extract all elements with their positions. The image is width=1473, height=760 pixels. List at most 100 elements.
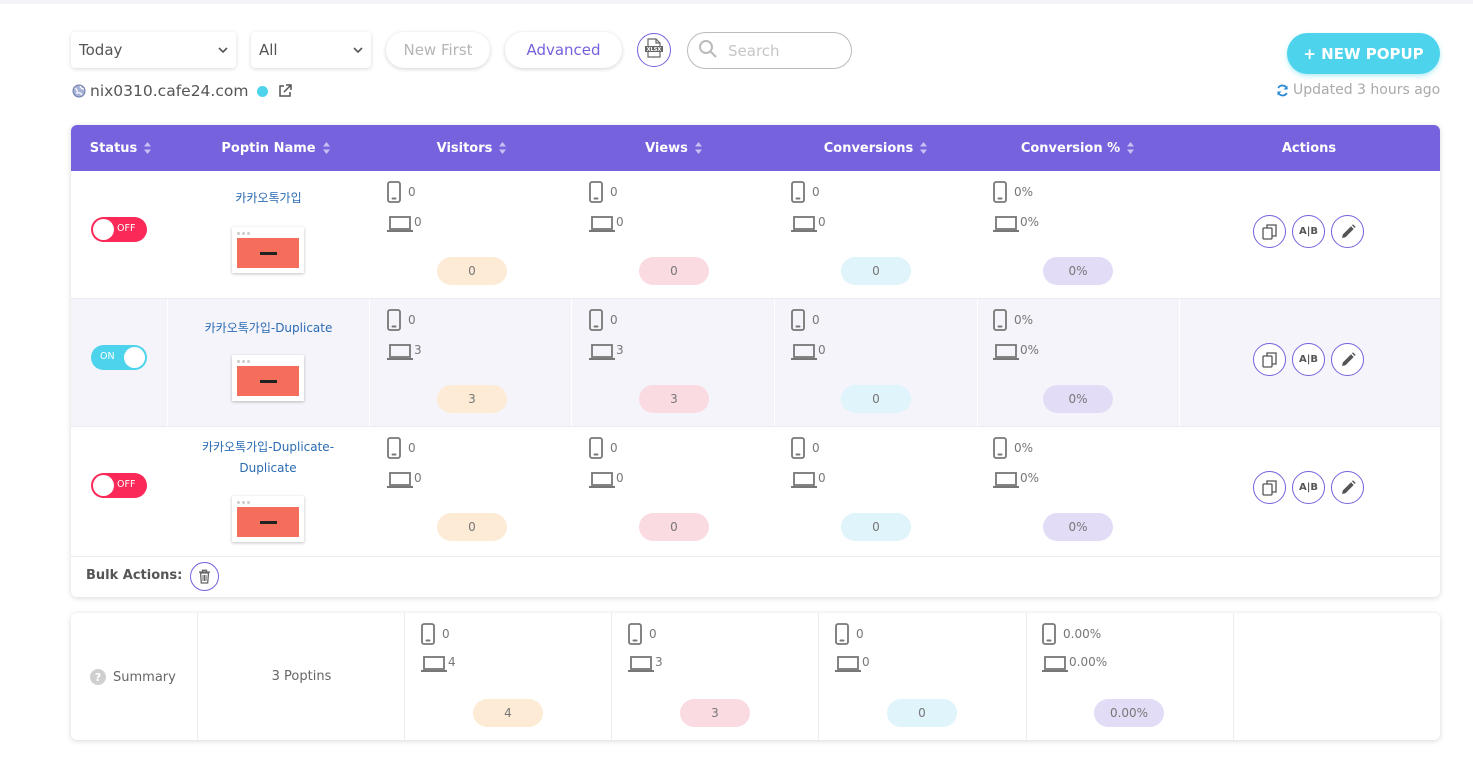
conversion-pct-total-badge: 0.00% [1094,699,1164,727]
external-link-icon[interactable] [278,84,293,98]
visitors-mobile-value: 0 [442,627,450,641]
mobile-phone-icon [387,437,401,459]
divider [774,299,775,426]
divider [197,613,198,740]
ab-test-button[interactable]: A|B [1292,471,1325,504]
views-desktop: 0 [589,471,624,488]
header-conversions[interactable]: Conversions [775,125,977,171]
header-status[interactable]: Status [71,125,171,171]
xlsx-file-icon: XLSX [644,38,664,62]
status-toggle[interactable]: OFF [91,217,147,242]
export-xlsx-button[interactable]: XLSX [637,33,671,67]
bulk-delete-button[interactable] [190,562,219,591]
new-first-button[interactable]: New First [386,32,490,68]
header-visitors[interactable]: Visitors [371,125,573,171]
site-domain: nix0310.cafe24.com [90,82,249,100]
advanced-button[interactable]: Advanced [505,32,622,68]
search-box[interactable] [687,32,852,69]
conversion-pct-desktop: 0% [993,215,1039,232]
header-visitors-label: Visitors [436,140,493,156]
date-filter-value: Today [79,41,123,59]
new-first-label: New First [403,41,473,59]
summary-label-text: Summary [113,669,176,685]
conversion-pct-cell: 0% 0% 0% [977,171,1179,298]
type-filter-value: All [259,41,278,59]
laptop-icon [791,216,817,232]
mobile-phone-icon [589,437,603,459]
poptin-name-link[interactable]: 카카오톡가입 [235,191,302,205]
conversions-desktop-value: 0 [818,343,826,357]
duplicate-button[interactable] [1253,471,1286,504]
poptin-thumbnail[interactable] [232,496,304,542]
table-row: OFF 카카오톡가입 0 0 0 0 0 0 0 0 0 0% 0% 0% A|B [71,171,1440,299]
views-mobile-value: 0 [610,441,618,455]
views-mobile: 0 [589,309,618,331]
ab-test-label: A|B [1298,226,1318,237]
bulk-actions-bar: Bulk Actions: [71,554,1440,597]
thumbnail-window-dots [237,232,299,235]
header-status-label: Status [89,140,138,156]
visitors-desktop: 4 [421,655,456,672]
toggle-knob [93,475,114,496]
row-actions: A|B [1253,427,1440,554]
xlsx-text: XLSX [647,47,662,53]
header-views[interactable]: Views [573,125,775,171]
conversions-cell: 0 0 0 [775,171,977,298]
edit-button[interactable] [1331,471,1364,504]
ab-test-button[interactable]: A|B [1292,343,1325,376]
header-name[interactable]: Poptin Name [171,125,381,171]
laptop-icon [1042,656,1068,672]
header-conversion-pct[interactable]: Conversion % [977,125,1179,171]
conversion-pct-mobile-value: 0% [1014,313,1034,327]
edit-button[interactable] [1331,343,1364,376]
thumbnail-window-dots [237,360,299,363]
toggle-label: OFF [117,479,136,490]
thumbnail-window-dots [237,501,299,504]
views-desktop-value: 0 [616,215,624,229]
views-mobile: 0 [589,181,618,203]
type-filter-select[interactable]: All [251,32,371,68]
views-desktop-value: 0 [616,471,624,485]
views-desktop: 3 [589,343,624,360]
status-toggle[interactable]: ON [91,345,147,370]
poptin-thumbnail[interactable] [232,227,304,273]
ab-test-label: A|B [1298,354,1318,365]
ab-test-button[interactable]: A|B [1292,215,1325,248]
conversion-pct-desktop: 0.00% [1042,655,1107,672]
toggle-knob [93,219,114,240]
question-icon[interactable]: ? [90,669,106,685]
mobile-phone-icon [421,623,435,645]
status-toggle[interactable]: OFF [91,473,147,498]
visitors-cell: 0 0 0 [371,171,573,298]
conversions-mobile-value: 0 [812,313,820,327]
divider [369,299,370,426]
duplicate-button[interactable] [1253,215,1286,248]
visitors-desktop-value: 0 [414,215,422,229]
edit-button[interactable] [1331,215,1364,248]
mobile-phone-icon [628,623,642,645]
refresh-icon[interactable] [1276,84,1289,97]
sort-icon [694,141,703,155]
visitors-cell: 0 4 4 [405,613,612,740]
summary-label: ? Summary [90,669,176,685]
table-row: OFF 카카오톡가입-Duplicate-Duplicate 0 0 0 0 0 0 0 0 0 0%… [71,427,1440,557]
conversion-pct-mobile-value: 0% [1014,185,1034,199]
table-row: ON 카카오톡가입-Duplicate 0 3 3 0 3 3 0 0 0 0% 0% 0% A|B [71,299,1440,427]
visitors-total-badge: 3 [437,385,507,413]
duplicate-button[interactable] [1253,343,1286,376]
poptin-name-link[interactable]: 카카오톡가입-Duplicate [204,321,333,335]
new-popup-button[interactable]: + NEW POPUP [1287,33,1440,74]
conversions-total-badge: 0 [841,385,911,413]
visitors-desktop-value: 0 [414,471,422,485]
poptin-name-link[interactable]: 카카오톡가입-Duplicate-Duplicate [201,440,335,475]
summary-count: 3 Poptins [271,669,332,684]
search-input[interactable] [726,40,840,61]
conversion-pct-mobile: 0% [993,437,1033,459]
header-conversions-label: Conversions [823,140,914,156]
globe-icon [72,84,86,98]
date-filter-select[interactable]: Today [71,32,236,68]
visitors-cell: 0 3 3 [371,299,573,426]
conversions-mobile-value: 0 [812,185,820,199]
poptin-thumbnail[interactable] [232,355,304,401]
conversions-total-badge: 0 [841,257,911,285]
